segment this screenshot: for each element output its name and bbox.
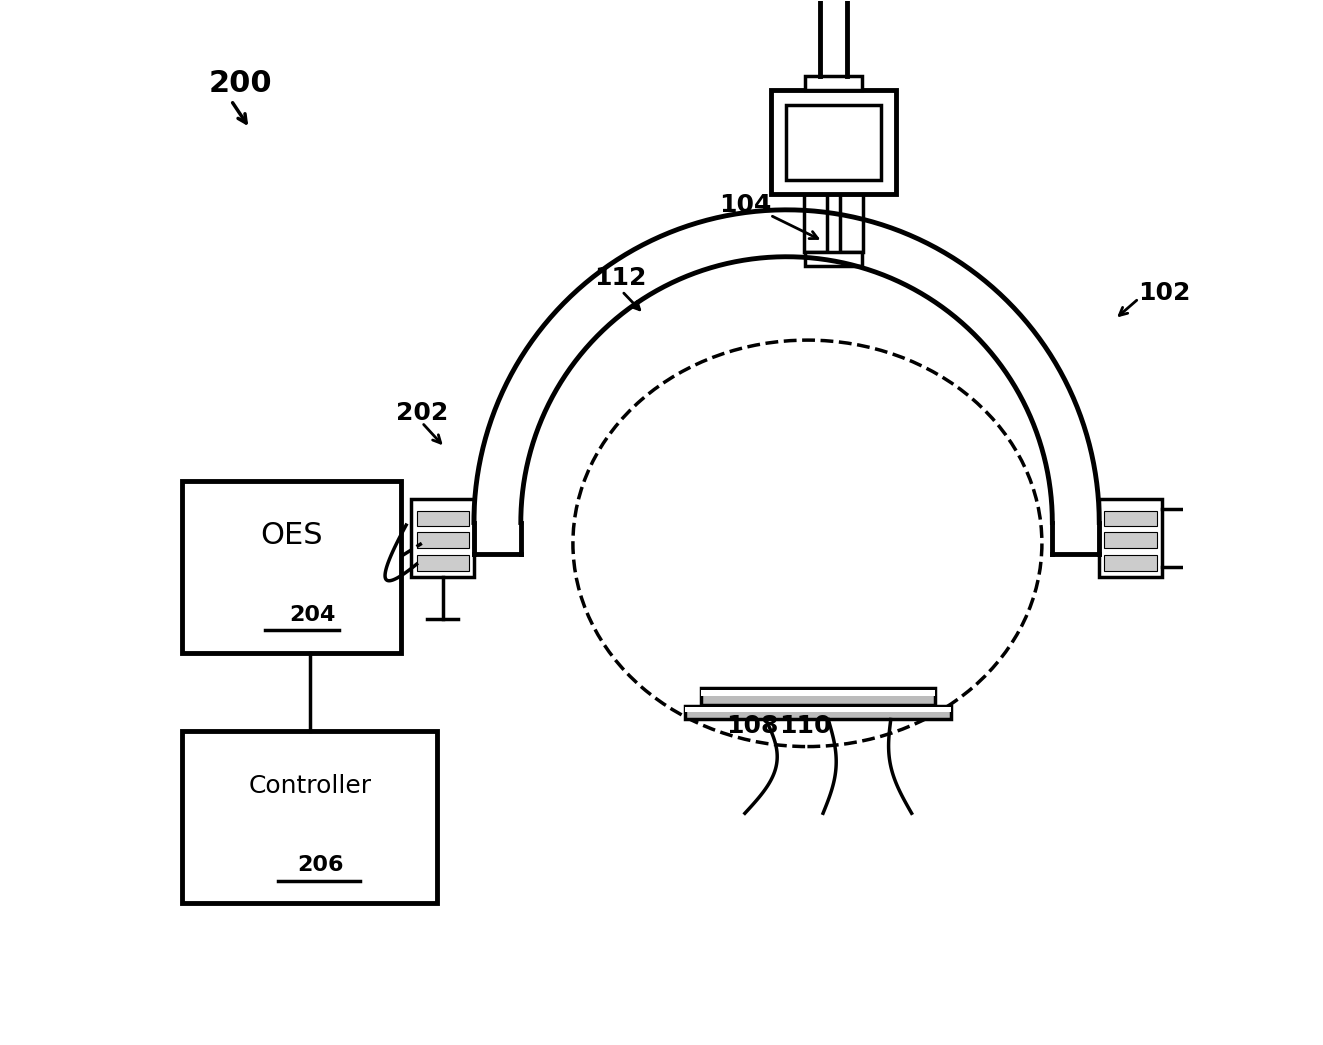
Bar <box>183 730 438 903</box>
Bar <box>685 707 951 712</box>
Text: 112: 112 <box>594 265 646 289</box>
Text: 102: 102 <box>1138 281 1191 305</box>
Text: 200: 200 <box>208 69 271 98</box>
Bar <box>1105 555 1156 571</box>
Bar <box>786 104 881 180</box>
Bar <box>417 555 468 571</box>
Text: 104: 104 <box>718 192 771 216</box>
Text: 204: 204 <box>290 605 336 625</box>
Bar <box>685 706 951 719</box>
Text: 202: 202 <box>396 401 448 425</box>
Text: 108: 108 <box>726 714 778 738</box>
Bar <box>804 252 863 266</box>
Bar <box>804 194 827 252</box>
Text: Controller: Controller <box>249 774 372 798</box>
Bar <box>417 532 468 548</box>
Bar <box>1105 511 1156 527</box>
Bar <box>804 76 863 90</box>
Bar <box>417 511 468 527</box>
Bar <box>701 689 935 705</box>
Text: 206: 206 <box>296 855 344 875</box>
Text: OES: OES <box>261 521 323 551</box>
Text: 110: 110 <box>779 714 832 738</box>
Bar <box>1099 500 1162 577</box>
Bar <box>701 690 935 696</box>
Bar <box>1105 532 1156 548</box>
Bar <box>411 500 474 577</box>
Bar <box>771 90 896 194</box>
Bar <box>183 481 401 653</box>
Bar <box>840 194 863 252</box>
